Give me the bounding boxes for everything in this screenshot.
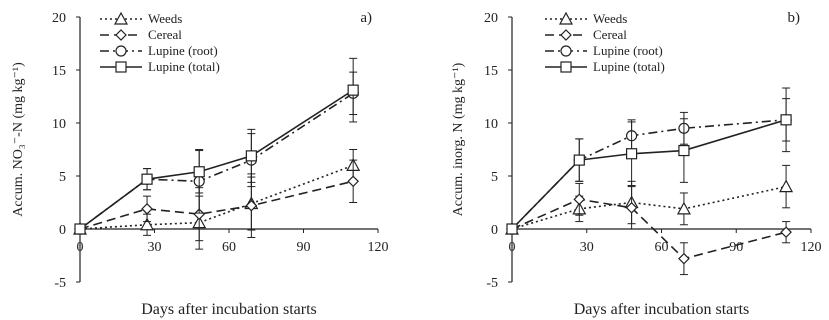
chart-panel-b: -5 0 5 10 15 20 0 30 60 90 120 Days after incubatio…: [451, 10, 822, 318]
x-axis-label: Days after incubation starts: [574, 301, 750, 318]
series-weeds: [72, 149, 361, 250]
data-point-square: [625, 148, 638, 160]
legend-marker-triangle: [558, 11, 574, 25]
x-tick-label: 30: [148, 240, 162, 255]
y-axis-label: Accum. inorg. N (mg kg⁻¹): [451, 62, 466, 216]
series-line: [79, 180, 354, 230]
data-point-diamond: [193, 208, 206, 221]
series-line: [79, 89, 354, 230]
y-tick-label: -5: [54, 276, 66, 291]
legend-entry: Cereal: [100, 27, 182, 42]
series-lupine-root: [506, 98, 792, 235]
series-weeds: [504, 164, 794, 235]
legend-entry: Lupine (root): [545, 43, 663, 58]
y-tick-label: 20: [484, 11, 498, 26]
data-point-square: [74, 223, 86, 235]
y-tick-label: 10: [52, 117, 66, 132]
legend-label: Weeds: [593, 11, 627, 26]
legend-label: Cereal: [148, 27, 182, 42]
data-point-square: [506, 223, 518, 235]
legend-marker-diamond: [560, 29, 572, 41]
y-tick-label: 20: [52, 11, 66, 26]
data-point-square: [573, 154, 585, 166]
data-point-diamond: [573, 193, 586, 206]
panel-label: a): [360, 10, 372, 26]
legend-label: Lupine (total): [593, 59, 665, 74]
data-point-diamond: [347, 175, 360, 188]
series-line: [511, 185, 787, 230]
series-line: [511, 119, 787, 230]
data-point-triangle: [779, 179, 794, 193]
y-tick-label: 15: [484, 64, 498, 79]
y-tick-label: 15: [52, 64, 66, 79]
data-point-square: [193, 166, 205, 178]
y-tick-label: -5: [486, 276, 498, 291]
legend-marker-diamond: [115, 29, 127, 41]
data-point-triangle: [676, 201, 691, 215]
y-tick-label: 5: [59, 170, 66, 185]
series-line: [511, 119, 787, 230]
legend-label: Lupine (total): [148, 59, 220, 74]
data-point-diamond: [625, 201, 638, 214]
x-tick-label: 120: [801, 240, 822, 255]
y-axis-label: Accum. NO₃⁻-N (mg kg⁻¹): [11, 62, 26, 217]
x-tick-label: 60: [655, 240, 669, 255]
x-tick-label: 90: [729, 240, 743, 255]
y-tick-label: 0: [491, 223, 498, 238]
legend-entry: Weeds: [100, 11, 182, 26]
legend-entry: Lupine (root): [100, 43, 218, 58]
legend-marker-square: [115, 61, 127, 73]
legend-label: Lupine (root): [593, 43, 663, 58]
legend-marker-square: [560, 61, 572, 73]
panel-label: b): [788, 10, 801, 26]
legend-marker-triangle: [113, 11, 129, 25]
data-point-square: [678, 144, 690, 157]
x-tick-label: 0: [509, 240, 516, 255]
legend-label: Lupine (root): [148, 43, 218, 58]
y-tick-label: 5: [491, 170, 498, 185]
y-tick-label: 10: [484, 117, 498, 132]
data-point-diamond: [678, 252, 690, 265]
y-tick-label: 0: [59, 223, 66, 238]
legend-marker-circle: [560, 45, 572, 57]
x-tick-label: 30: [580, 240, 594, 255]
data-point-square: [141, 173, 153, 185]
legend-label: Weeds: [148, 11, 182, 26]
data-point-diamond: [780, 226, 792, 239]
series-cereal: [74, 159, 360, 242]
legend-entry: Lupine (total): [100, 59, 220, 74]
data-point-square: [780, 114, 792, 126]
x-tick-label: 90: [297, 240, 311, 255]
series-line: [79, 92, 354, 230]
chart-panel-a: -5 0 5 10 15 20 0 30 60 90 120 Days after incubatio…: [11, 10, 389, 318]
data-point-square: [245, 150, 257, 162]
x-tick-label: 0: [77, 240, 84, 255]
legend-entry: Cereal: [545, 27, 627, 42]
legend-marker-circle: [115, 45, 127, 57]
x-tick-label: 60: [222, 240, 236, 255]
data-point-triangle: [140, 217, 155, 231]
legend-label: Cereal: [593, 27, 627, 42]
series-lupine-total: [506, 87, 792, 235]
legend-entry: Lupine (total): [545, 59, 665, 74]
x-axis-label: Days after incubation starts: [141, 301, 317, 318]
legend-entry: Weeds: [545, 11, 627, 26]
series-line: [79, 164, 354, 230]
series-lupine-root: [74, 71, 359, 235]
data-point-diamond: [141, 203, 153, 215]
data-point-diamond: [245, 199, 258, 212]
series-cereal: [506, 182, 792, 276]
series-lupine-total: [74, 57, 359, 235]
x-tick-label: 120: [368, 240, 389, 255]
data-point-square: [347, 84, 359, 96]
